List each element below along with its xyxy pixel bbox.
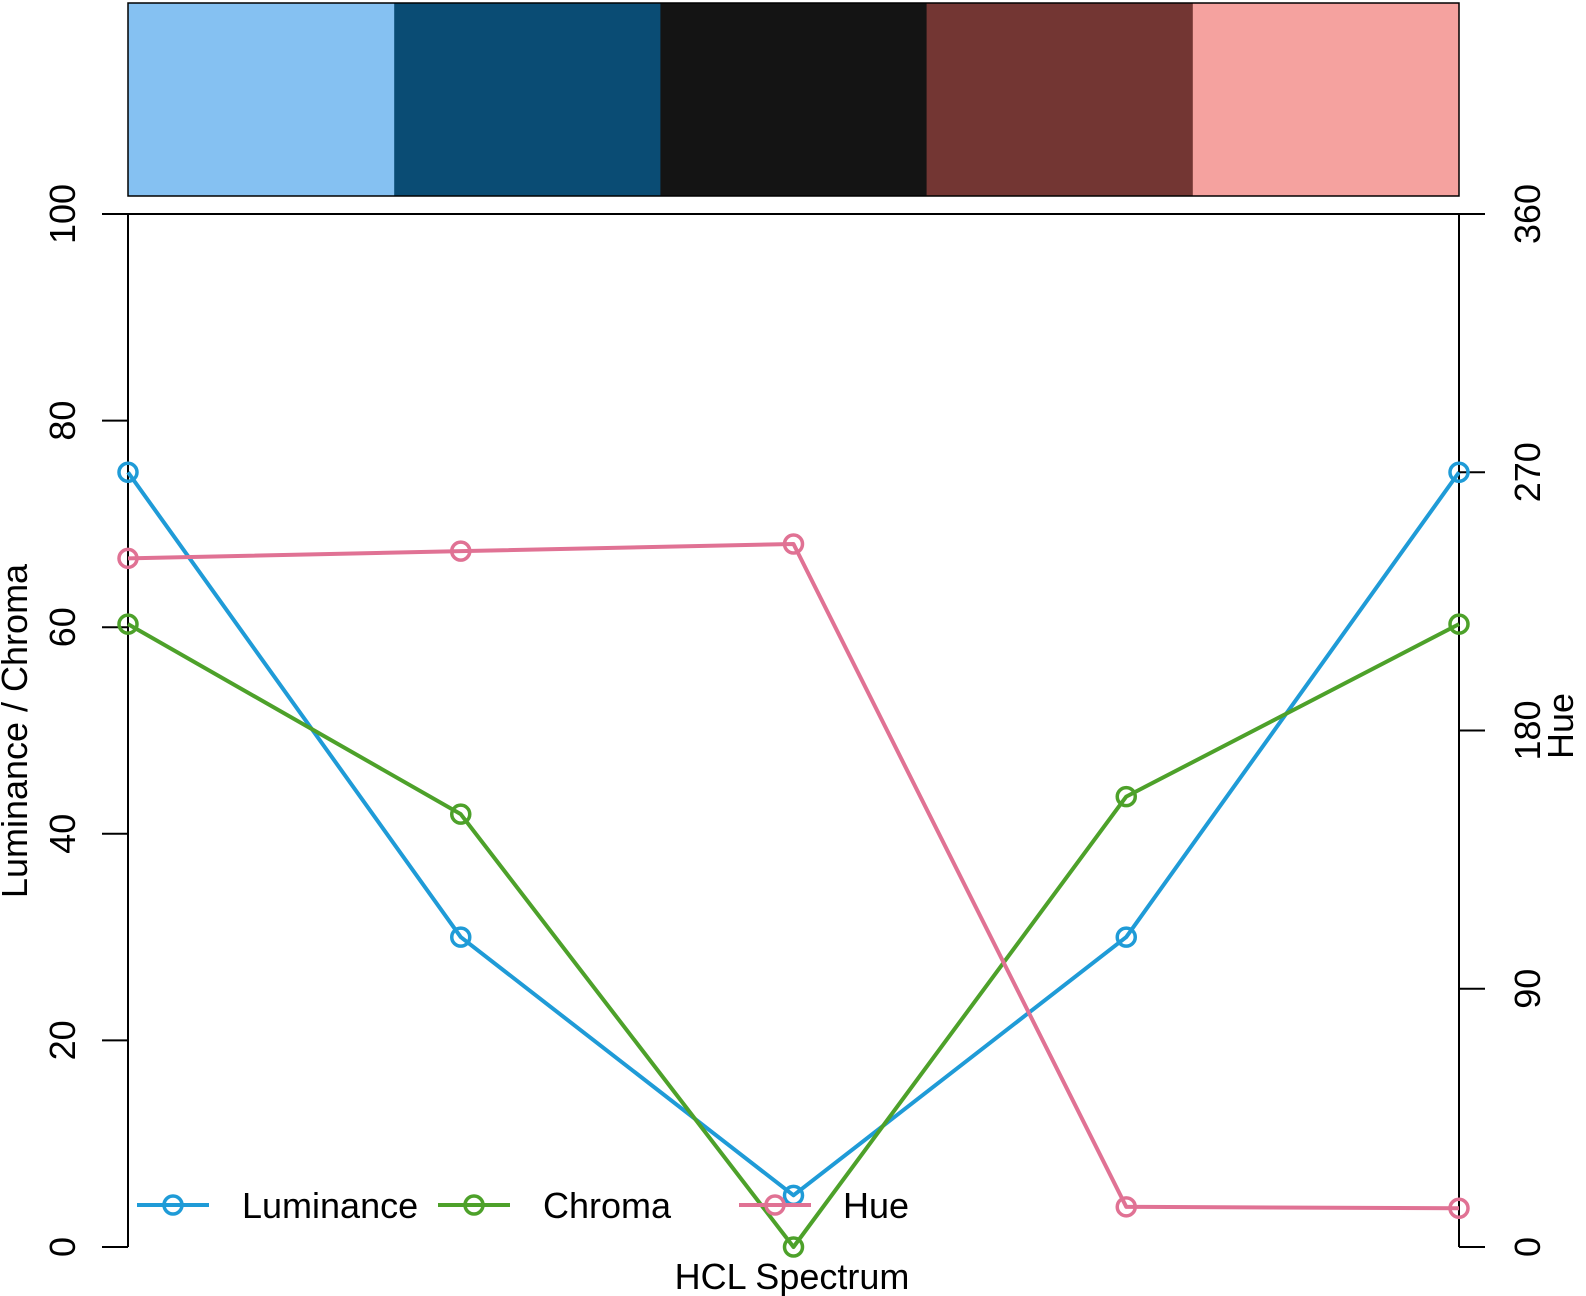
swatch-border bbox=[127, 2, 1460, 197]
hue-point bbox=[450, 540, 472, 562]
plot-axes: 0 20 40 60 80 100 0 90 180 270 360 bbox=[42, 184, 1548, 1257]
legend: Luminance Chroma Hue bbox=[137, 1185, 909, 1226]
color-swatch bbox=[128, 3, 395, 196]
color-swatch bbox=[394, 3, 661, 196]
left-tick-label: 80 bbox=[42, 401, 83, 441]
hue-point bbox=[782, 533, 805, 555]
legend-hue-label: Hue bbox=[843, 1185, 909, 1226]
left-tick-label: 20 bbox=[42, 1020, 83, 1060]
hue-point bbox=[1115, 1196, 1137, 1218]
luminance-point bbox=[117, 461, 139, 483]
chroma-point bbox=[782, 1236, 805, 1258]
legend-chroma-marker bbox=[463, 1194, 485, 1216]
chroma-point bbox=[450, 803, 472, 825]
hue-point bbox=[1448, 1197, 1470, 1220]
chroma-point bbox=[1115, 785, 1137, 808]
right-tick-label: 90 bbox=[1507, 969, 1548, 1009]
luminance-point bbox=[1115, 926, 1137, 948]
legend-luminance-label: Luminance bbox=[242, 1185, 418, 1226]
color-swatch-bar bbox=[127, 2, 1460, 197]
hue-point bbox=[117, 547, 139, 570]
chroma-point bbox=[117, 613, 139, 635]
chroma-line bbox=[127, 622, 1460, 1249]
x-axis-label: HCL Spectrum bbox=[675, 1256, 910, 1296]
left-tick-label: 40 bbox=[42, 814, 83, 854]
right-tick-label: 270 bbox=[1507, 442, 1548, 502]
series-lines bbox=[117, 461, 1470, 1258]
left-tick-label: 0 bbox=[42, 1237, 83, 1257]
legend-luminance-marker bbox=[162, 1194, 184, 1216]
legend-chroma-label: Chroma bbox=[543, 1185, 672, 1226]
color-swatch bbox=[1192, 3, 1460, 196]
legend-hue-marker bbox=[764, 1194, 786, 1216]
left-y-axis-label: Luminance / Chroma bbox=[0, 563, 35, 898]
left-tick-label: 60 bbox=[42, 607, 83, 647]
color-swatch bbox=[926, 3, 1194, 196]
hue-line bbox=[127, 541, 1460, 1211]
right-tick-label: 180 bbox=[1507, 700, 1548, 760]
luminance-point bbox=[1448, 461, 1470, 483]
right-tick-label: 360 bbox=[1507, 184, 1548, 244]
color-swatch bbox=[660, 3, 928, 196]
chroma-point bbox=[1448, 613, 1470, 635]
right-tick-label: 0 bbox=[1507, 1237, 1548, 1257]
right-y-axis-label: Hue bbox=[1540, 693, 1581, 759]
luminance-line bbox=[126, 471, 1461, 1198]
luminance-point bbox=[450, 926, 472, 948]
left-tick-label: 100 bbox=[42, 184, 83, 244]
